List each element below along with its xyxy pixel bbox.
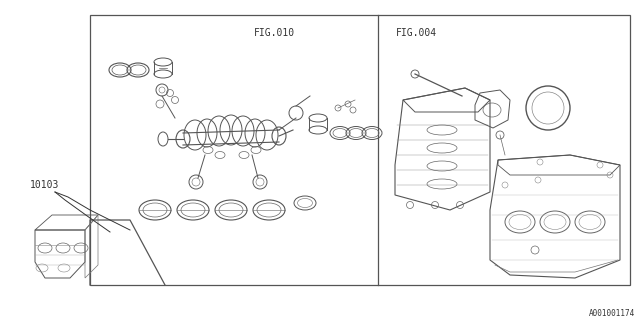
Text: FIG.010: FIG.010: [253, 28, 294, 38]
Text: FIG.004: FIG.004: [396, 28, 437, 38]
Bar: [90, 15, 630, 285]
Text: 10103: 10103: [30, 180, 60, 190]
Text: A001001174: A001001174: [589, 308, 635, 317]
